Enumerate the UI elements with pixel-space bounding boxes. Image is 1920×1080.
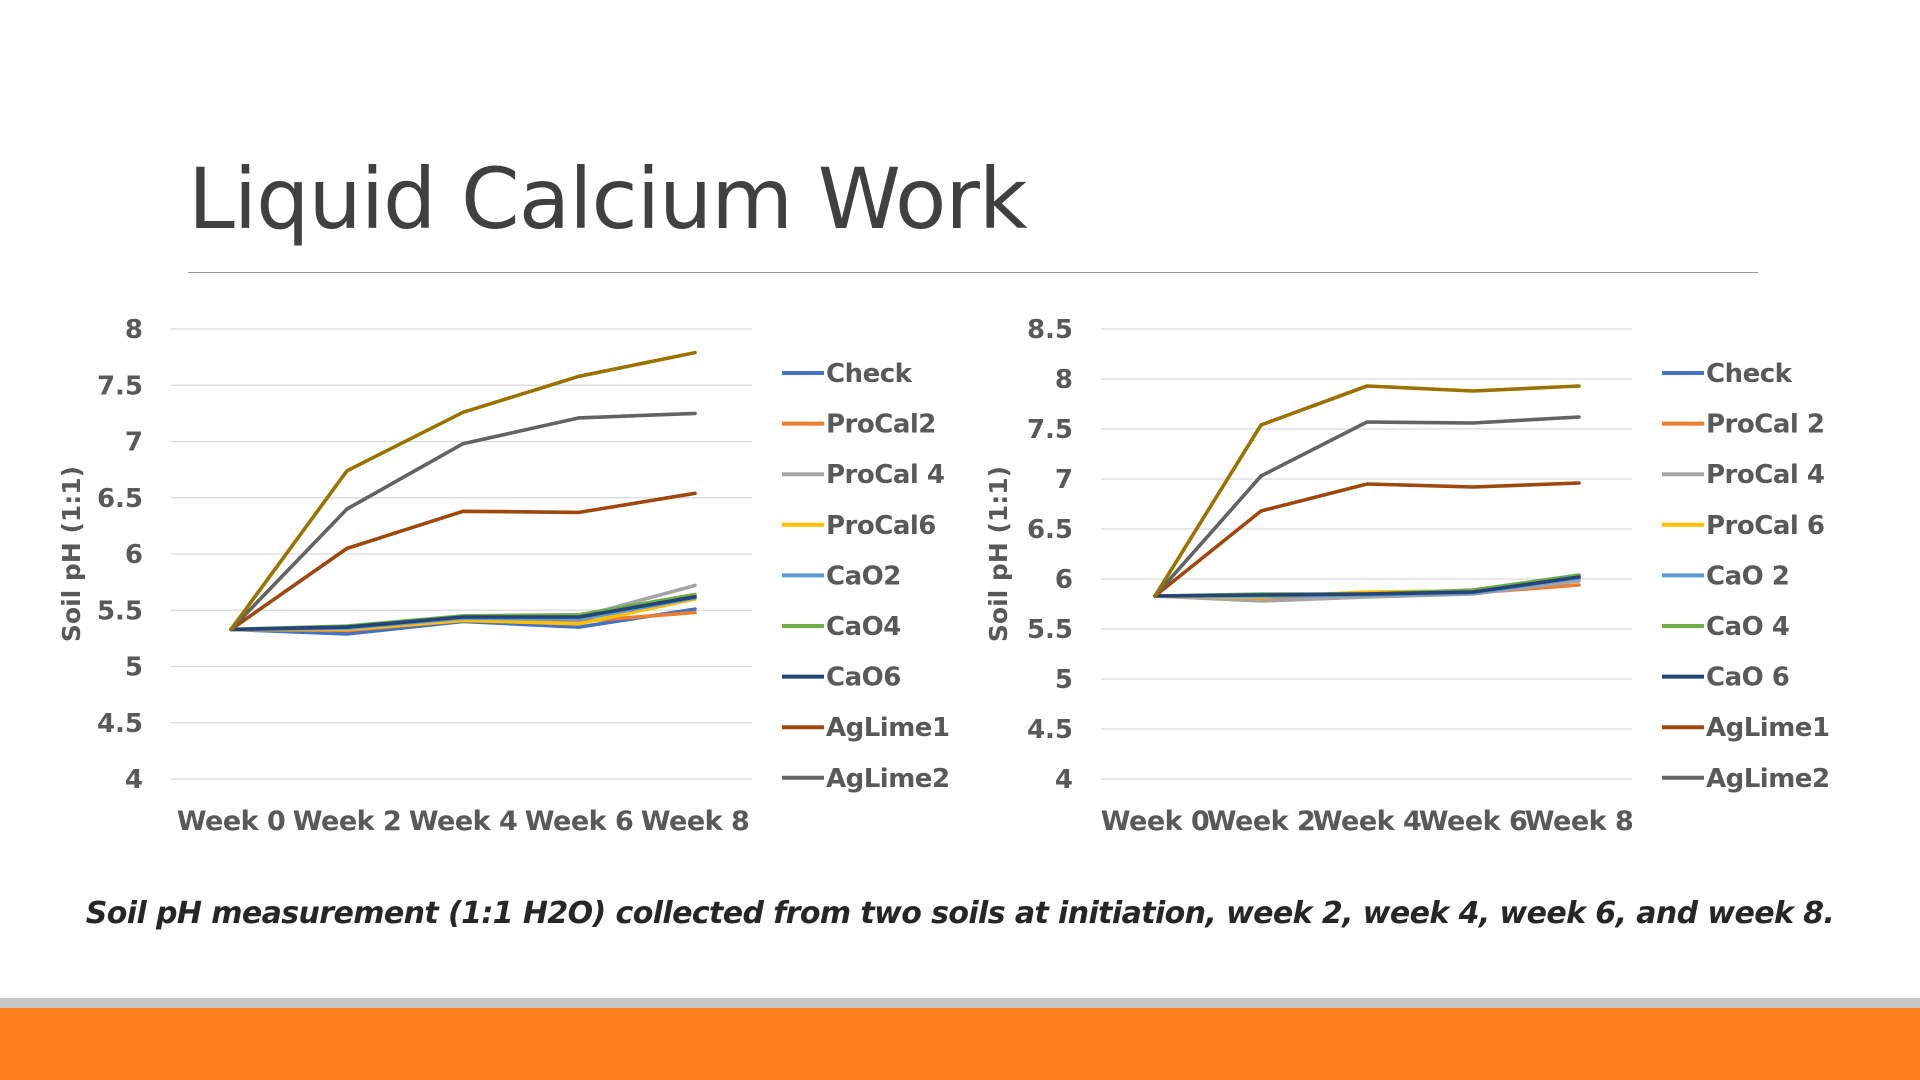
legend-label: AgLime2 bbox=[1706, 764, 1830, 794]
x-tick-label: Week 6 bbox=[525, 806, 634, 837]
y-tick-label: 4.5 bbox=[97, 709, 143, 739]
series-line-unlabeled bbox=[1153, 384, 1581, 598]
legend-label: ProCal 6 bbox=[1706, 511, 1824, 541]
legend-label: CaO 2 bbox=[1706, 561, 1789, 591]
legend-label: AgLime2 bbox=[826, 764, 950, 794]
legend-label: CaO 4 bbox=[1706, 612, 1789, 642]
x-tick-label: Week 2 bbox=[293, 806, 402, 837]
legend-label: CaO4 bbox=[826, 612, 901, 642]
x-tick-label: Week 0 bbox=[1101, 806, 1210, 837]
y-axis-label: Soil pH (1:1) bbox=[57, 466, 86, 642]
x-tick-label: Week 6 bbox=[1419, 806, 1528, 837]
figure-caption: Soil pH measurement (1:1 H2O) collected … bbox=[85, 896, 1835, 931]
x-tick-label: Week 0 bbox=[177, 806, 286, 837]
y-tick-label: 7 bbox=[125, 428, 143, 458]
series-line-aglime1 bbox=[1153, 481, 1581, 598]
legend-label: ProCal 4 bbox=[1706, 460, 1824, 490]
y-tick-label: 6.5 bbox=[1027, 515, 1073, 545]
legend-label: AgLime1 bbox=[1706, 713, 1830, 743]
y-tick-label: 7.5 bbox=[97, 371, 143, 401]
slide-title: Liquid Calcium Work bbox=[188, 150, 1028, 248]
legend-label: ProCal6 bbox=[826, 511, 936, 541]
title-divider bbox=[188, 272, 1758, 273]
legend-label: Check bbox=[1706, 359, 1793, 389]
y-tick-label: 5 bbox=[1055, 665, 1073, 695]
footer-band-gray bbox=[0, 998, 1920, 1008]
x-tick-label: Week 4 bbox=[1313, 806, 1422, 837]
y-tick-label: 5.5 bbox=[97, 596, 143, 626]
x-tick-label: Week 2 bbox=[1207, 806, 1316, 837]
y-tick-label: 6 bbox=[1055, 565, 1073, 595]
y-tick-label: 8.5 bbox=[1027, 315, 1073, 345]
legend-label: ProCal 4 bbox=[826, 460, 944, 490]
series-line-aglime2 bbox=[229, 411, 697, 632]
x-tick-label: Week 4 bbox=[409, 806, 518, 837]
y-tick-label: 7 bbox=[1055, 465, 1073, 495]
y-tick-label: 4.5 bbox=[1027, 715, 1073, 745]
legend-label: CaO 6 bbox=[1706, 663, 1789, 693]
legend-label: Check bbox=[826, 359, 913, 389]
y-tick-label: 4 bbox=[125, 765, 143, 795]
y-tick-label: 6.5 bbox=[97, 484, 143, 514]
legend-label: AgLime1 bbox=[826, 713, 950, 743]
series-line-cao6 bbox=[229, 594, 697, 632]
series-line-aglime2 bbox=[1153, 415, 1581, 598]
x-tick-label: Week 8 bbox=[641, 806, 750, 837]
y-tick-label: 8 bbox=[1055, 365, 1073, 395]
series-line-aglime1 bbox=[229, 491, 697, 632]
chart-soil-1: 4 4.5 5 5.5 6 6.5 7 7.5 8 Soil pH (1:1) Week 0 Week… bbox=[40, 300, 960, 860]
legend-label: ProCal 2 bbox=[1706, 410, 1824, 440]
series-line-unlabeled bbox=[229, 350, 697, 632]
footer-band-orange bbox=[0, 1008, 1920, 1080]
y-axis-label: Soil pH (1:1) bbox=[984, 466, 1013, 642]
series-line-cao6 bbox=[1153, 575, 1581, 598]
legend-label: CaO6 bbox=[826, 663, 901, 693]
y-tick-label: 8 bbox=[125, 315, 143, 345]
y-tick-label: 5 bbox=[125, 653, 143, 683]
legend-label: ProCal2 bbox=[826, 410, 936, 440]
legend-label: CaO2 bbox=[826, 561, 901, 591]
x-tick-label: Week 8 bbox=[1525, 806, 1634, 837]
y-tick-label: 4 bbox=[1055, 765, 1073, 795]
y-tick-label: 6 bbox=[125, 540, 143, 570]
y-tick-label: 7.5 bbox=[1027, 415, 1073, 445]
y-tick-label: 5.5 bbox=[1027, 615, 1073, 645]
